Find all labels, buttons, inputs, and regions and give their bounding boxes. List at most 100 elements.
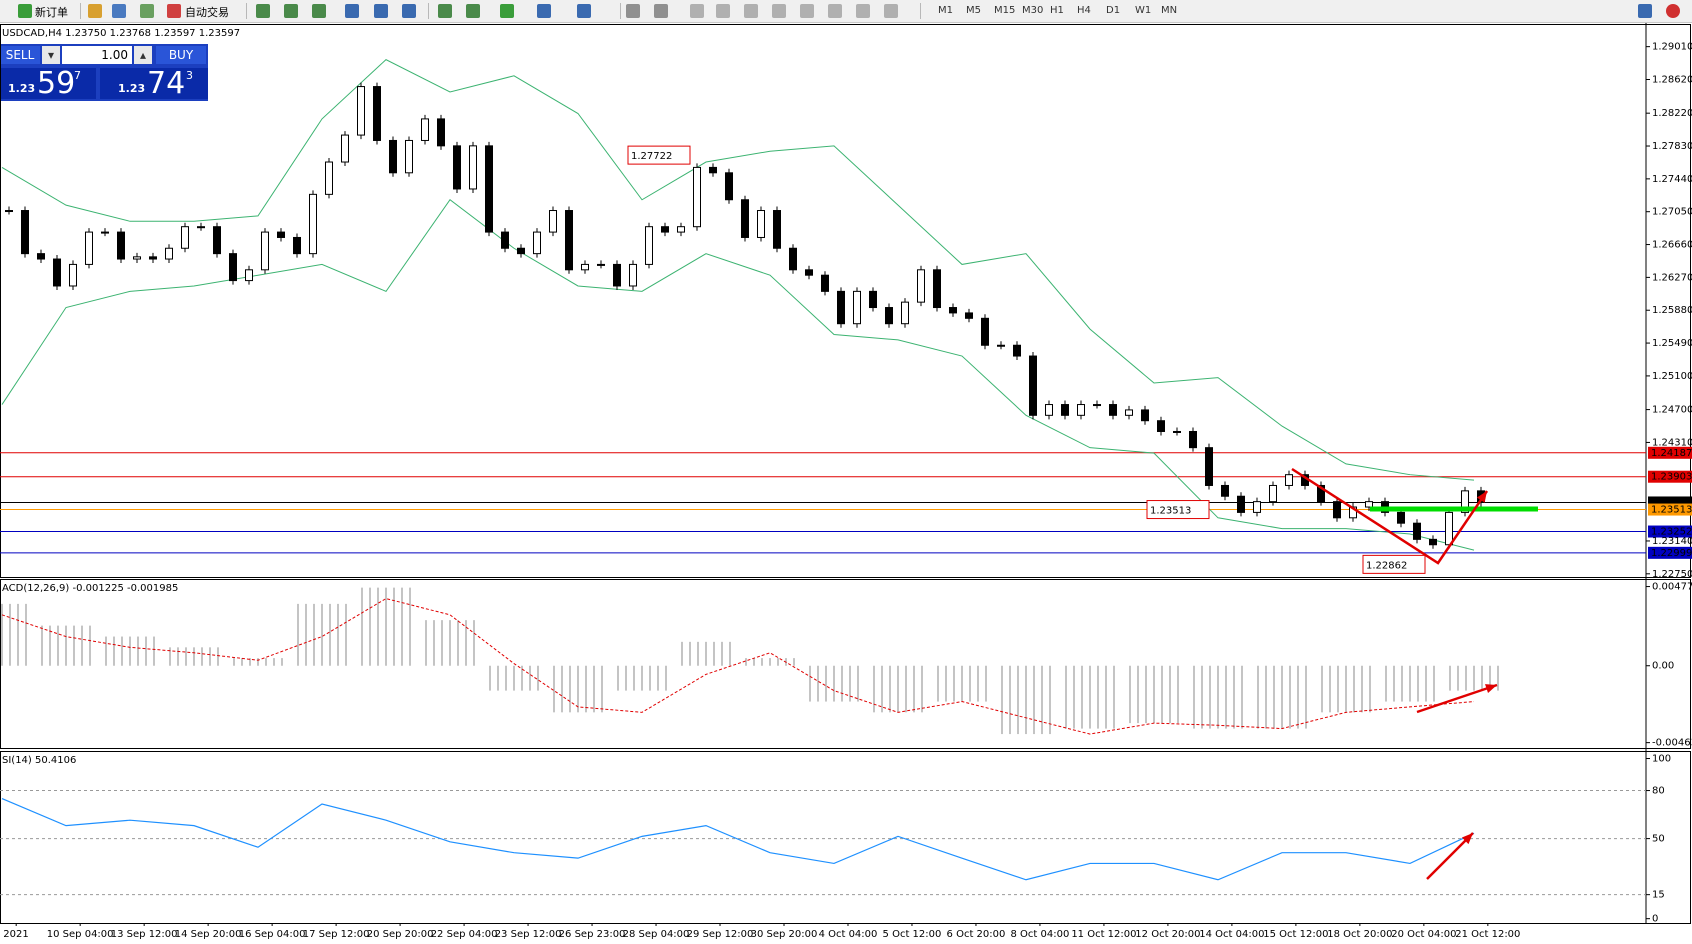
periods[interactable] xyxy=(537,4,551,18)
tile-windows[interactable] xyxy=(402,4,416,18)
candle xyxy=(133,256,141,260)
time-label: 26 Sep 23:00 xyxy=(559,929,626,940)
lot-down[interactable]: ▾ xyxy=(42,46,60,64)
sell-quote[interactable]: 1.23 59 7 xyxy=(0,66,96,101)
timeframe-button[interactable]: M1 xyxy=(938,5,953,16)
new-order-icon[interactable] xyxy=(18,4,32,18)
timeframe-button[interactable]: MN xyxy=(1161,5,1178,16)
lot-up[interactable]: ▴ xyxy=(134,46,152,64)
new-order-button[interactable]: 新订单 xyxy=(35,6,68,19)
timeframe-button[interactable]: M30 xyxy=(1022,5,1044,16)
macd-arrow xyxy=(1416,683,1498,714)
y-tick-label: 100 xyxy=(1652,754,1671,765)
candle xyxy=(533,231,541,255)
sell-button[interactable]: SELL xyxy=(0,46,40,64)
candle xyxy=(101,231,109,234)
y-tick-label: 1.25100 xyxy=(1652,371,1692,382)
label-tool[interactable] xyxy=(856,4,870,18)
vline-tool[interactable] xyxy=(690,4,704,18)
time-label: 15 Oct 12:00 xyxy=(1263,929,1328,940)
macd-signal xyxy=(1,598,1475,735)
rsi-arrow-head xyxy=(1461,833,1473,845)
lot-input[interactable]: 1.00 xyxy=(62,46,132,64)
candle xyxy=(645,226,653,265)
time-label: 14 Sep 20:00 xyxy=(175,929,242,940)
candle xyxy=(1125,409,1133,416)
timeframe-button[interactable]: M5 xyxy=(966,5,981,16)
toolbar-icon[interactable] xyxy=(284,4,298,18)
cursor-tool[interactable] xyxy=(626,4,640,18)
time-label: 20 Sep 20:00 xyxy=(367,929,434,940)
candle xyxy=(1317,484,1325,503)
zoom-in[interactable] xyxy=(345,4,359,18)
channel-tool[interactable] xyxy=(772,4,786,18)
arrows-tool[interactable] xyxy=(884,4,898,18)
candle xyxy=(501,231,509,249)
candle xyxy=(997,344,1005,347)
toolbar-icon[interactable] xyxy=(466,4,480,18)
one-click-trading: SELL ▾ 1.00 ▴ BUY 1.23 59 7 1.23 74 3 xyxy=(0,44,208,101)
candle xyxy=(213,226,221,255)
time-label: 4 Oct 04:00 xyxy=(819,929,878,940)
candle xyxy=(981,317,989,346)
crosshair-tool[interactable] xyxy=(654,4,668,18)
timeframe-button[interactable]: W1 xyxy=(1135,5,1152,16)
price-annotation-box xyxy=(1362,554,1426,574)
separator xyxy=(246,3,247,19)
pane-frame xyxy=(0,579,1691,749)
y-tick-label: 0.004774 xyxy=(1652,582,1692,593)
price-arrow xyxy=(1291,467,1489,565)
search[interactable] xyxy=(1638,4,1652,18)
candle xyxy=(901,301,909,325)
candle xyxy=(565,210,573,271)
zoom-out[interactable] xyxy=(374,4,388,18)
templates[interactable] xyxy=(577,4,591,18)
toolbar-icon[interactable] xyxy=(256,4,270,18)
candle xyxy=(965,312,973,319)
toolbar-icon[interactable] xyxy=(312,4,326,18)
time-label: 21 Oct 12:00 xyxy=(1455,929,1520,940)
toolbar-icon[interactable] xyxy=(140,4,154,18)
level-label: 1.23903 xyxy=(1651,472,1692,483)
candle xyxy=(1077,404,1085,416)
buy-pips: 74 xyxy=(147,66,186,101)
timeframe-button[interactable]: M15 xyxy=(994,5,1016,16)
time-label: 20 Oct 04:00 xyxy=(1391,929,1456,940)
price-annotation: 1.23513 xyxy=(1150,506,1191,517)
level-tag xyxy=(1648,503,1692,516)
auto-trading-button[interactable]: 自动交易 xyxy=(185,6,229,19)
time-label: 6 Oct 20:00 xyxy=(947,929,1006,940)
candle xyxy=(325,161,333,195)
fibo-tool[interactable] xyxy=(800,4,814,18)
toolbar: 新订单 自动交易 M1 M5 M15 M30 H1 H4 D1 W1 MN xyxy=(0,0,1692,23)
candle xyxy=(1157,420,1165,432)
timeframe-button[interactable]: H4 xyxy=(1077,5,1091,16)
candle xyxy=(1461,490,1469,513)
buy-quote[interactable]: 1.23 74 3 xyxy=(100,66,208,101)
candle xyxy=(789,247,797,271)
toolbar-icon[interactable] xyxy=(88,4,102,18)
y-tick-label: 1.27830 xyxy=(1652,141,1692,152)
toolbar-icon[interactable] xyxy=(112,4,126,18)
hline-tool[interactable] xyxy=(716,4,730,18)
buy-button[interactable]: BUY xyxy=(156,46,206,64)
timeframe-button[interactable]: D1 xyxy=(1106,5,1121,16)
trendline-tool[interactable] xyxy=(744,4,758,18)
notifications[interactable] xyxy=(1666,4,1680,18)
level-label: 1.23513 xyxy=(1651,505,1692,516)
time-label: ep 2021 xyxy=(0,929,29,940)
time-label: 18 Oct 20:00 xyxy=(1327,929,1392,940)
price-annotation-box xyxy=(627,145,691,165)
timeframe-button[interactable]: H1 xyxy=(1050,5,1064,16)
candle xyxy=(709,166,717,174)
candle xyxy=(693,166,701,228)
candle xyxy=(661,226,669,233)
candle xyxy=(5,210,13,213)
auto-trading-icon[interactable] xyxy=(167,4,181,18)
toolbar-icon[interactable] xyxy=(438,4,452,18)
indicators[interactable] xyxy=(500,4,514,18)
text-tool[interactable] xyxy=(828,4,842,18)
candle xyxy=(741,199,749,238)
y-tick-label: 1.26660 xyxy=(1652,240,1692,251)
time-label: 5 Oct 12:00 xyxy=(883,929,942,940)
